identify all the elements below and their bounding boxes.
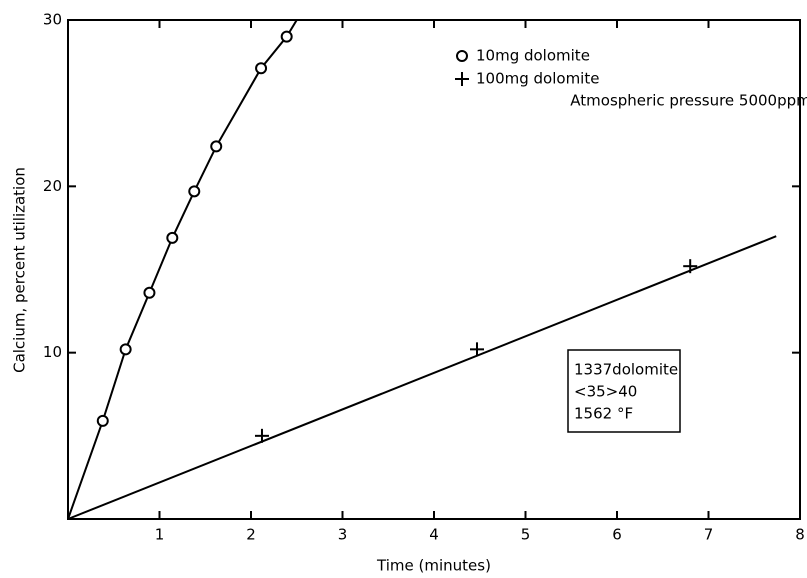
y-tick-label: 30 xyxy=(43,11,62,29)
x-tick-label: 5 xyxy=(521,526,531,544)
y-tick-label: 10 xyxy=(43,343,62,361)
x-tick-label: 3 xyxy=(338,526,348,544)
fit-curve xyxy=(67,19,298,520)
info-box xyxy=(567,349,681,433)
data-point xyxy=(280,30,293,43)
data-point xyxy=(143,286,156,299)
fit-curve xyxy=(67,235,777,520)
data-point xyxy=(188,185,201,198)
box-text: <35>40 xyxy=(574,383,637,401)
x-tick-label: 4 xyxy=(429,526,439,544)
legend-marker xyxy=(456,50,468,62)
data-point xyxy=(96,414,109,427)
y-tick-label: 20 xyxy=(43,177,62,195)
legend-label: 10mg dolomite xyxy=(476,47,590,65)
x-tick-label: 2 xyxy=(246,526,256,544)
data-point xyxy=(254,428,269,443)
data-point xyxy=(119,343,132,356)
data-point xyxy=(255,62,268,75)
x-tick-label: 7 xyxy=(704,526,714,544)
legend-label: 100mg dolomite xyxy=(476,70,599,88)
data-point xyxy=(470,342,485,357)
box-text: 1562 °F xyxy=(574,405,633,423)
legend-marker xyxy=(455,72,469,86)
data-point xyxy=(166,231,179,244)
x-tick-label: 6 xyxy=(612,526,622,544)
x-tick-label: 1 xyxy=(155,526,165,544)
x-tick-label: 8 xyxy=(795,526,805,544)
data-point xyxy=(210,140,223,153)
annotation: Atmospheric pressure 5000ppmSO₂4%O₂ xyxy=(570,92,807,110)
data-point xyxy=(683,259,698,274)
y-axis-label: Calcium, percent utilization xyxy=(11,167,29,373)
box-text: 1337dolomite xyxy=(574,361,678,379)
x-axis-label: Time (minutes) xyxy=(376,557,491,575)
